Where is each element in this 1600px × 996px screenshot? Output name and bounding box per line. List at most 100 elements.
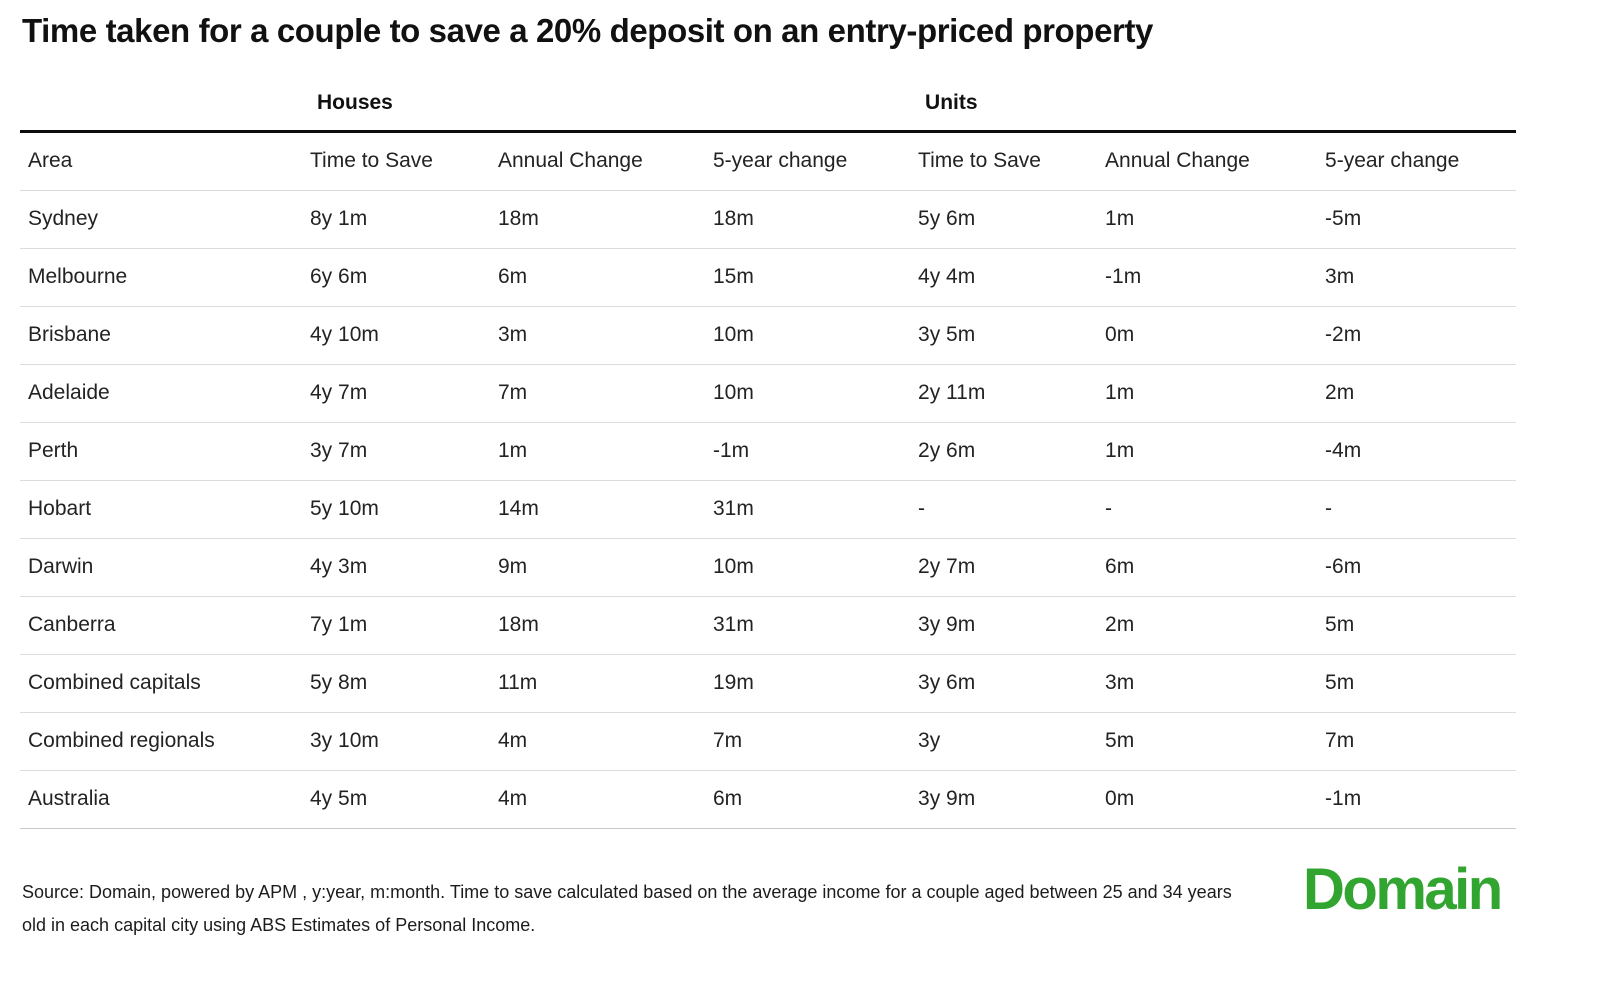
value-cell: 19m	[713, 654, 919, 713]
column-header-units-5year: 5-year change	[1325, 129, 1517, 191]
value-cell: 31m	[713, 596, 919, 655]
area-cell: Hobart	[20, 480, 310, 539]
table-row: Darwin 4y 3m 9m 10m 2y 7m 6m -6m	[20, 538, 1517, 597]
value-cell: 18m	[498, 190, 713, 249]
column-header-houses-annual: Annual Change	[498, 129, 713, 191]
value-cell: -	[918, 480, 1106, 539]
value-cell: 18m	[498, 596, 713, 655]
value-cell: 1m	[498, 422, 713, 481]
value-cell: 10m	[713, 306, 919, 365]
value-cell: 3y 9m	[918, 770, 1106, 829]
table-row: Australia 4y 5m 4m 6m 3y 9m 0m -1m	[20, 770, 1517, 829]
value-cell: 5m	[1325, 654, 1517, 713]
domain-logo: Domain	[1303, 857, 1503, 922]
table-row: Sydney 8y 1m 18m 18m 5y 6m 1m -5m	[20, 190, 1517, 249]
value-cell: 31m	[713, 480, 919, 539]
area-cell: Melbourne	[20, 248, 310, 307]
table-row: Hobart 5y 10m 14m 31m - - -	[20, 480, 1517, 539]
value-cell: 6m	[498, 248, 713, 307]
value-cell: 3y	[918, 712, 1106, 771]
value-cell: 7m	[1325, 712, 1517, 771]
value-cell: 1m	[1105, 364, 1326, 423]
column-group-row: Houses Units	[20, 76, 1516, 131]
column-header-houses-5year: 5-year change	[713, 129, 919, 191]
value-cell: 7y 1m	[310, 596, 498, 655]
value-cell: 3m	[1325, 248, 1517, 307]
value-cell: 4m	[498, 712, 713, 771]
value-cell: -1m	[1325, 770, 1517, 829]
column-header-houses-time: Time to Save	[310, 129, 498, 191]
value-cell: 14m	[498, 480, 713, 539]
value-cell: 3m	[1105, 654, 1326, 713]
value-cell: -	[1105, 480, 1326, 539]
value-cell: 4m	[498, 770, 713, 829]
value-cell: -1m	[713, 422, 919, 481]
group-header-units: Units	[925, 90, 978, 114]
table-row: Brisbane 4y 10m 3m 10m 3y 5m 0m -2m	[20, 306, 1517, 365]
area-cell: Adelaide	[20, 364, 310, 423]
column-header-row: Area Time to Save Annual Change 5-year c…	[20, 129, 1517, 191]
value-cell: 3m	[498, 306, 713, 365]
value-cell: -5m	[1325, 190, 1517, 249]
table-body: Sydney 8y 1m 18m 18m 5y 6m 1m -5m Melbourne 6y 6…	[20, 190, 1517, 829]
value-cell: 5m	[1325, 596, 1517, 655]
value-cell: 3y 9m	[918, 596, 1106, 655]
source-note: Source: Domain, powered by APM , y:year,…	[22, 882, 1232, 935]
value-cell: 5y 8m	[310, 654, 498, 713]
value-cell: 2y 11m	[918, 364, 1106, 423]
value-cell: 10m	[713, 364, 919, 423]
table-row: Combined capitals 5y 8m 11m 19m 3y 6m 3m 5m	[20, 654, 1517, 713]
page-title: Time taken for a couple to save a 20% de…	[22, 12, 1154, 49]
value-cell: 11m	[498, 654, 713, 713]
table-row: Adelaide 4y 7m 7m 10m 2y 11m 1m 2m	[20, 364, 1517, 423]
value-cell: 6m	[1105, 538, 1326, 597]
value-cell: -	[1325, 480, 1517, 539]
value-cell: 1m	[1105, 422, 1326, 481]
value-cell: 2y 6m	[918, 422, 1106, 481]
value-cell: 2m	[1325, 364, 1517, 423]
value-cell: 15m	[713, 248, 919, 307]
value-cell: 2y 7m	[918, 538, 1106, 597]
value-cell: -1m	[1105, 248, 1326, 307]
column-header-units-time: Time to Save	[918, 129, 1106, 191]
value-cell: 3y 7m	[310, 422, 498, 481]
value-cell: -6m	[1325, 538, 1517, 597]
value-cell: 3y 5m	[918, 306, 1106, 365]
group-header-houses: Houses	[317, 90, 393, 114]
area-cell: Canberra	[20, 596, 310, 655]
value-cell: 1m	[1105, 190, 1326, 249]
value-cell: 4y 10m	[310, 306, 498, 365]
table-row: Melbourne 6y 6m 6m 15m 4y 4m -1m 3m	[20, 248, 1517, 307]
value-cell: 0m	[1105, 306, 1326, 365]
value-cell: -2m	[1325, 306, 1517, 365]
area-cell: Combined regionals	[20, 712, 310, 771]
column-header-area: Area	[20, 129, 310, 191]
value-cell: 6y 6m	[310, 248, 498, 307]
value-cell: 9m	[498, 538, 713, 597]
value-cell: 7m	[498, 364, 713, 423]
value-cell: 4y 4m	[918, 248, 1106, 307]
value-cell: 4y 5m	[310, 770, 498, 829]
value-cell: 5y 10m	[310, 480, 498, 539]
table-row: Canberra 7y 1m 18m 31m 3y 9m 2m 5m	[20, 596, 1517, 655]
value-cell: 3y 6m	[918, 654, 1106, 713]
area-cell: Australia	[20, 770, 310, 829]
column-header-units-annual: Annual Change	[1105, 129, 1326, 191]
group-spacer	[20, 76, 310, 131]
value-cell: 4y 7m	[310, 364, 498, 423]
table-row: Combined regionals 3y 10m 4m 7m 3y 5m 7m	[20, 712, 1517, 771]
area-cell: Darwin	[20, 538, 310, 597]
area-cell: Sydney	[20, 190, 310, 249]
value-cell: 5m	[1105, 712, 1326, 771]
table-row: Perth 3y 7m 1m -1m 2y 6m 1m -4m	[20, 422, 1517, 481]
value-cell: 0m	[1105, 770, 1326, 829]
value-cell: 8y 1m	[310, 190, 498, 249]
value-cell: 10m	[713, 538, 919, 597]
area-cell: Perth	[20, 422, 310, 481]
area-cell: Brisbane	[20, 306, 310, 365]
value-cell: -4m	[1325, 422, 1517, 481]
value-cell: 18m	[713, 190, 919, 249]
value-cell: 3y 10m	[310, 712, 498, 771]
area-cell: Combined capitals	[20, 654, 310, 713]
